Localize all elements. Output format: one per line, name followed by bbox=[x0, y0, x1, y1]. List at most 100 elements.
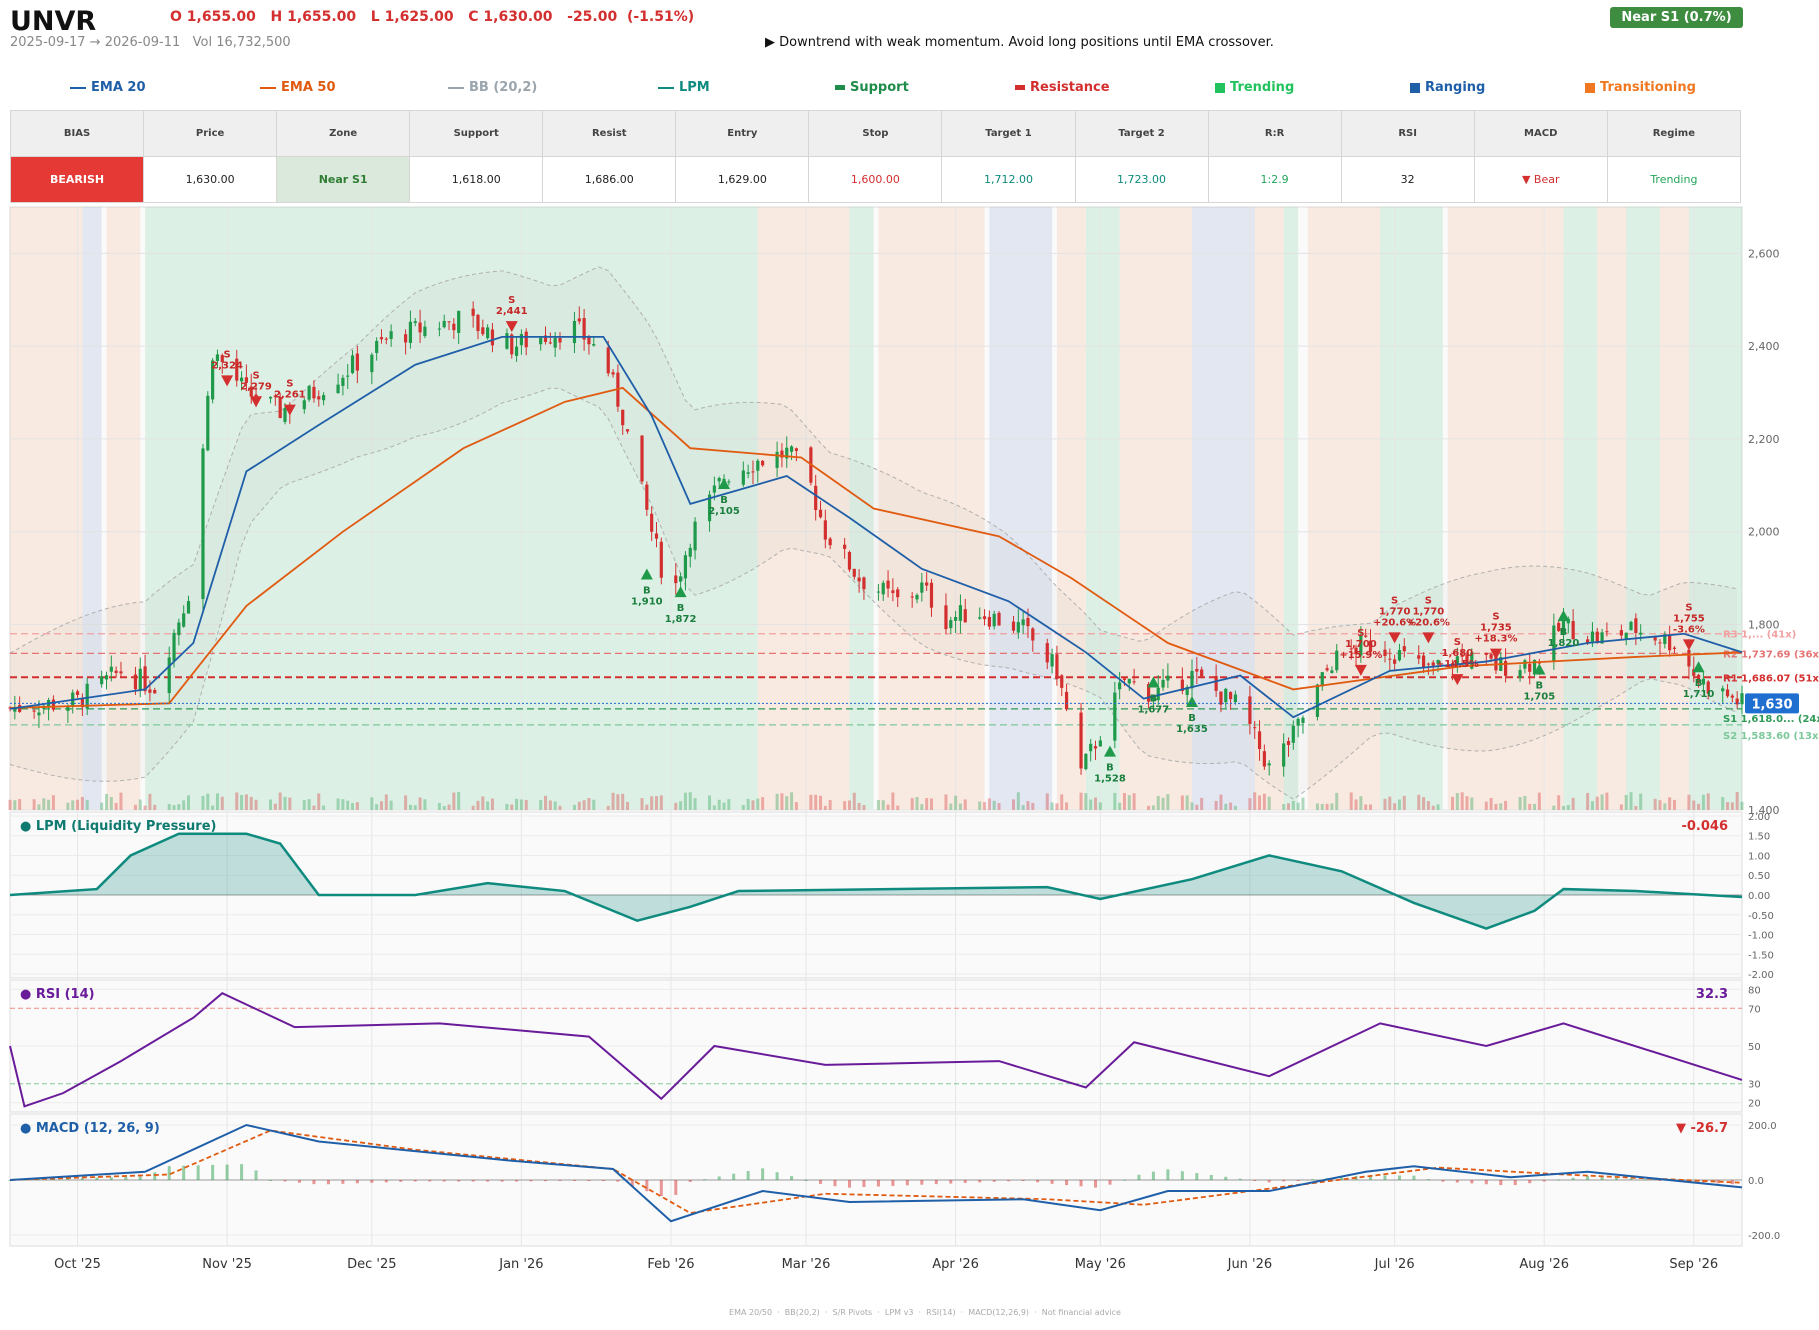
candle-body bbox=[944, 605, 948, 630]
volume-bar bbox=[722, 802, 726, 810]
macd-histogram-bar bbox=[819, 1180, 823, 1184]
macd-histogram-bar bbox=[1484, 1180, 1488, 1185]
candle bbox=[186, 595, 191, 614]
volume-bar bbox=[375, 804, 379, 810]
lpm-tick-label: 2.00 bbox=[1748, 812, 1770, 823]
candle bbox=[418, 309, 422, 343]
macd-histogram-bar bbox=[1195, 1173, 1199, 1180]
candle-body bbox=[1330, 670, 1334, 673]
macd-histogram-bar bbox=[384, 1180, 388, 1183]
candle bbox=[785, 436, 789, 468]
summary-header-r-r: R:R bbox=[1207, 110, 1342, 157]
volume-bar bbox=[1518, 797, 1522, 810]
candle-body bbox=[987, 616, 991, 627]
volume-bar bbox=[1402, 795, 1406, 810]
volume-bar bbox=[423, 799, 427, 810]
volume-bar bbox=[1156, 795, 1160, 810]
candle-body bbox=[75, 691, 80, 695]
candle-body bbox=[114, 670, 118, 673]
volume-bar bbox=[1364, 804, 1368, 810]
legend-item-trending[interactable]: Trending bbox=[1215, 80, 1294, 95]
volume-bar bbox=[727, 799, 731, 810]
candle-body bbox=[321, 395, 326, 401]
legend-item-ema-50[interactable]: EMA 50 bbox=[260, 80, 336, 95]
candle bbox=[244, 364, 249, 392]
candle bbox=[1383, 641, 1387, 663]
candle-body bbox=[404, 334, 408, 343]
candle-body bbox=[1132, 681, 1136, 683]
candle bbox=[486, 324, 490, 340]
candle-body bbox=[1503, 661, 1508, 676]
candle bbox=[789, 445, 794, 461]
candle-body bbox=[650, 513, 654, 532]
legend-item-ema-20[interactable]: EMA 20 bbox=[70, 80, 146, 95]
sell-signal-label: 1,700 bbox=[1345, 639, 1377, 650]
volume-bar bbox=[987, 798, 991, 810]
candle-body bbox=[1233, 694, 1238, 703]
volume-bar bbox=[1634, 805, 1638, 810]
volume-bar bbox=[211, 805, 215, 810]
volume-bar bbox=[379, 801, 383, 810]
candle-body bbox=[707, 494, 712, 522]
candle bbox=[727, 479, 731, 486]
candle bbox=[32, 708, 36, 719]
legend-item-resistance[interactable]: Resistance bbox=[1015, 80, 1110, 95]
volume-bar bbox=[457, 792, 461, 810]
legend-item-ranging[interactable]: Ranging bbox=[1410, 80, 1485, 95]
candle bbox=[384, 337, 388, 345]
candle bbox=[1388, 648, 1392, 672]
volume-bar bbox=[1084, 793, 1088, 810]
candle bbox=[278, 392, 282, 419]
legend-swatch bbox=[835, 85, 845, 90]
candle bbox=[1528, 652, 1532, 685]
macd-histogram-bar bbox=[312, 1180, 316, 1185]
candle-body bbox=[674, 575, 678, 584]
legend-item-support[interactable]: Support bbox=[835, 80, 909, 95]
candle bbox=[1253, 720, 1257, 740]
sell-signal: S2,324 bbox=[211, 349, 243, 387]
candle bbox=[761, 460, 765, 467]
candle-body bbox=[1190, 670, 1194, 689]
volume-bar bbox=[582, 800, 586, 810]
candle bbox=[66, 704, 70, 723]
candle bbox=[1098, 735, 1102, 747]
bollinger-band-fill bbox=[10, 266, 1738, 800]
candle-body bbox=[104, 675, 109, 680]
volume-bar bbox=[1528, 803, 1532, 810]
candle-body bbox=[1021, 619, 1025, 626]
candle-body bbox=[307, 386, 311, 400]
macd-histogram-bar bbox=[862, 1180, 866, 1188]
macd-current-value: ▼ -26.7 bbox=[1676, 1121, 1728, 1136]
legend-item-transitioning[interactable]: Transitioning bbox=[1585, 80, 1696, 95]
candle bbox=[1301, 715, 1305, 734]
candle-body bbox=[1629, 621, 1633, 631]
volume-bar bbox=[915, 797, 919, 810]
macd-histogram-bar bbox=[167, 1166, 171, 1180]
candle-body bbox=[13, 707, 17, 712]
volume-bar bbox=[1465, 796, 1469, 810]
candle-body bbox=[389, 331, 393, 339]
candle-body bbox=[1156, 687, 1160, 701]
legend-item-bb-20-2[interactable]: BB (20,2) bbox=[448, 80, 537, 95]
candle-body bbox=[519, 334, 523, 346]
legend-item-lpm[interactable]: LPM bbox=[658, 80, 710, 95]
candle bbox=[1619, 624, 1623, 641]
volume-bar bbox=[187, 795, 191, 810]
candle bbox=[1605, 622, 1609, 637]
sell-signal-label: -3.6% bbox=[1673, 624, 1705, 635]
candle-body bbox=[283, 408, 287, 422]
candle-body bbox=[1552, 625, 1556, 661]
volume-bar bbox=[553, 801, 557, 810]
candle-body bbox=[625, 429, 630, 432]
candle-body bbox=[1470, 652, 1474, 669]
sell-signal-label: 2,441 bbox=[496, 306, 528, 317]
candle bbox=[524, 328, 528, 356]
candle bbox=[273, 393, 277, 406]
candle bbox=[1093, 740, 1098, 760]
candle bbox=[693, 517, 697, 560]
candle-body bbox=[1590, 631, 1595, 643]
candle-body bbox=[476, 314, 480, 332]
buy-signal: B1,635 bbox=[1176, 695, 1208, 735]
sell-signal-label: S bbox=[1492, 612, 1499, 623]
volume-bar bbox=[1079, 792, 1083, 810]
